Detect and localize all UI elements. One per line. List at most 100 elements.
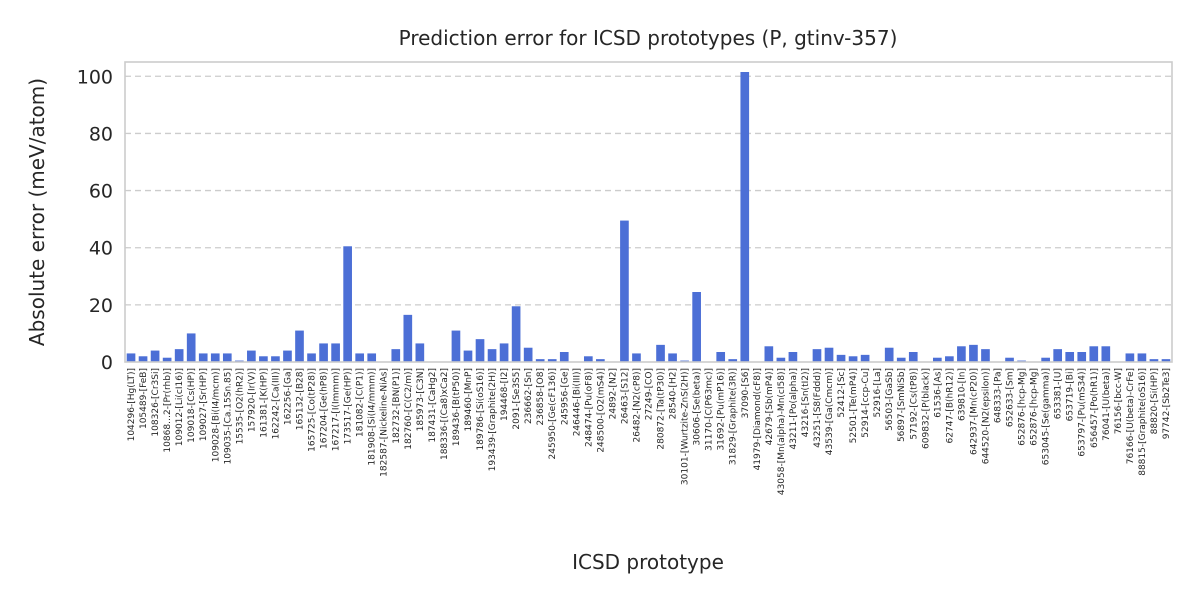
x-tick-label: 161381-[K(HP)] bbox=[259, 368, 269, 438]
x-tick-label: 165132-[B28] bbox=[296, 368, 306, 430]
x-tick-label: 652633-[Sm] bbox=[1006, 368, 1016, 427]
bar bbox=[788, 352, 798, 362]
x-tick-label: 162242-[Ca(III)] bbox=[271, 368, 281, 439]
x-tick-label: 43211-[Po(alpha)] bbox=[789, 368, 799, 449]
x-tick-label: 182732-[BN(P1)] bbox=[392, 368, 402, 444]
x-tick-label: 245950-[Ge(cF136)] bbox=[548, 368, 558, 459]
y-tick-label: 0 bbox=[101, 352, 113, 374]
x-tick-label: 173517-[Ge(HP)] bbox=[344, 368, 354, 444]
bar bbox=[174, 349, 184, 362]
x-tick-label: 236662-[Sn] bbox=[524, 368, 534, 424]
x-tick-label: 280872-[Ta(tP30)] bbox=[657, 368, 667, 450]
x-tick-label: 236858-[O8] bbox=[536, 368, 546, 425]
x-tick-label: 189786-[Si(oS16)] bbox=[476, 368, 486, 451]
plot-frame bbox=[124, 61, 1173, 363]
x-tick-label: 109027-[Sr(HP)] bbox=[199, 368, 209, 441]
x-tick-label: 652876-[hcp-Mg] bbox=[1030, 368, 1040, 446]
bar bbox=[463, 350, 473, 362]
x-tick-label: 245956-[Ge] bbox=[560, 368, 570, 425]
x-tick-label: 88820-[Si(HP)] bbox=[1150, 368, 1160, 434]
y-tick-label: 80 bbox=[89, 123, 113, 145]
bar bbox=[836, 354, 846, 362]
bar bbox=[812, 349, 822, 362]
x-tick-label: 185973-[C3N] bbox=[416, 368, 426, 431]
x-tick-label: 109035-[Ca.15Sn.85] bbox=[223, 368, 233, 464]
x-tick-label: 653797-[Pu(mS34)] bbox=[1078, 368, 1088, 457]
bar bbox=[728, 359, 738, 362]
x-tick-label: 648333-[Pa] bbox=[994, 368, 1004, 423]
bar bbox=[210, 353, 220, 362]
bar bbox=[848, 356, 858, 362]
bar bbox=[222, 353, 232, 362]
x-tick-label: 609832-[P(black)] bbox=[921, 368, 931, 449]
bar bbox=[150, 350, 160, 362]
bar bbox=[1053, 349, 1063, 362]
x-tick-label: 109028-[Bi(I4/mcm)] bbox=[211, 368, 221, 462]
bar bbox=[331, 343, 340, 362]
x-tick-label: 52412-[Sc] bbox=[837, 368, 847, 418]
x-tick-label: 167204-[Ge(hP8)] bbox=[320, 368, 330, 449]
x-tick-label: 41979-[Diamond(cF8)] bbox=[753, 368, 763, 470]
x-tick-label: 27249-[CO] bbox=[645, 368, 655, 420]
bar bbox=[981, 349, 990, 362]
x-tick-label: 653045-[Se(gamma)] bbox=[1042, 368, 1052, 465]
x-tick-label: 26482-[N2(cP8)] bbox=[632, 368, 642, 442]
x-tick-label: 109012-[Li(cI16)] bbox=[175, 368, 185, 446]
bar bbox=[620, 220, 629, 362]
y-tick-label: 20 bbox=[89, 295, 113, 317]
x-tick-label: 52914-[ccp-Cu] bbox=[861, 368, 871, 438]
x-tick-label: 56503-[GaSb] bbox=[885, 368, 895, 431]
chart-title: Prediction error for ICSD prototypes (P,… bbox=[399, 26, 898, 50]
x-tick-label: 42679-[Sb(mP4)] bbox=[765, 368, 775, 445]
bar bbox=[1149, 359, 1159, 362]
bar bbox=[632, 353, 641, 362]
x-tick-label: 31170-[C(P63mc)] bbox=[705, 368, 715, 451]
x-tick-label: 61536-[As] bbox=[933, 368, 943, 418]
bar bbox=[451, 330, 461, 362]
x-tick-label: 52501-[Te(mP4)] bbox=[849, 368, 859, 443]
bar bbox=[499, 343, 509, 362]
y-tick-labels: 0 20 40 60 80 100 bbox=[77, 66, 113, 374]
bar bbox=[692, 292, 701, 362]
x-tick-label: 248474-[Pu(oF8)] bbox=[584, 368, 594, 447]
x-tick-label: 108326-[Cr3Si] bbox=[151, 368, 161, 437]
x-axis-label: ICSD prototype bbox=[572, 550, 724, 574]
x-tick-label: 187431-[CaHg2] bbox=[428, 368, 438, 443]
x-tick-label: 248500-[O2(mS4)] bbox=[596, 368, 606, 453]
bar bbox=[138, 356, 148, 362]
x-tick-label: 188336-[(Ca8)xCa2] bbox=[440, 368, 450, 460]
bar bbox=[307, 353, 316, 362]
x-tick-label: 104296-[Hg(LT)] bbox=[127, 368, 137, 441]
bar bbox=[764, 346, 774, 362]
x-tick-label: 56897-[SmNiSb] bbox=[897, 368, 907, 442]
x-tick-label: 157920-[Ir(V)] bbox=[247, 368, 257, 432]
bar bbox=[403, 314, 413, 362]
bar bbox=[343, 246, 352, 362]
x-tick-label: 165725-[Co(tP28)] bbox=[308, 368, 318, 452]
bar bbox=[884, 347, 894, 362]
bar bbox=[198, 353, 208, 362]
y-axis-label: Absolute error (meV/atom) bbox=[25, 78, 49, 346]
x-tick-label: 97742-[Sb2Te3] bbox=[1162, 368, 1172, 439]
bar bbox=[957, 346, 966, 362]
x-tick-label: 10868…2-[Pr(rhb)] bbox=[163, 368, 173, 453]
x-tick-label: 181082-[C(P1)] bbox=[356, 368, 366, 437]
bar bbox=[295, 330, 304, 362]
bar bbox=[511, 306, 521, 362]
x-tick-label: 167217-[I(Immm)] bbox=[332, 368, 342, 451]
bar bbox=[932, 357, 942, 362]
bar bbox=[740, 72, 750, 362]
bar bbox=[656, 344, 665, 362]
x-tick-label: 2091-[Se3S5] bbox=[512, 368, 522, 430]
bar bbox=[908, 352, 918, 362]
bar bbox=[1065, 352, 1075, 362]
bar bbox=[969, 344, 978, 362]
bar bbox=[1125, 353, 1135, 362]
x-tick-label: 15535-[O2(hR2)] bbox=[235, 368, 245, 444]
bar bbox=[487, 349, 497, 362]
bar bbox=[126, 353, 136, 362]
x-tick-label: 656457-[Po(hR1)] bbox=[1090, 368, 1100, 448]
x-tick-label: 193439-[Graphite(2H)] bbox=[488, 368, 498, 471]
x-tick-label: 24892-[N2] bbox=[608, 368, 618, 419]
